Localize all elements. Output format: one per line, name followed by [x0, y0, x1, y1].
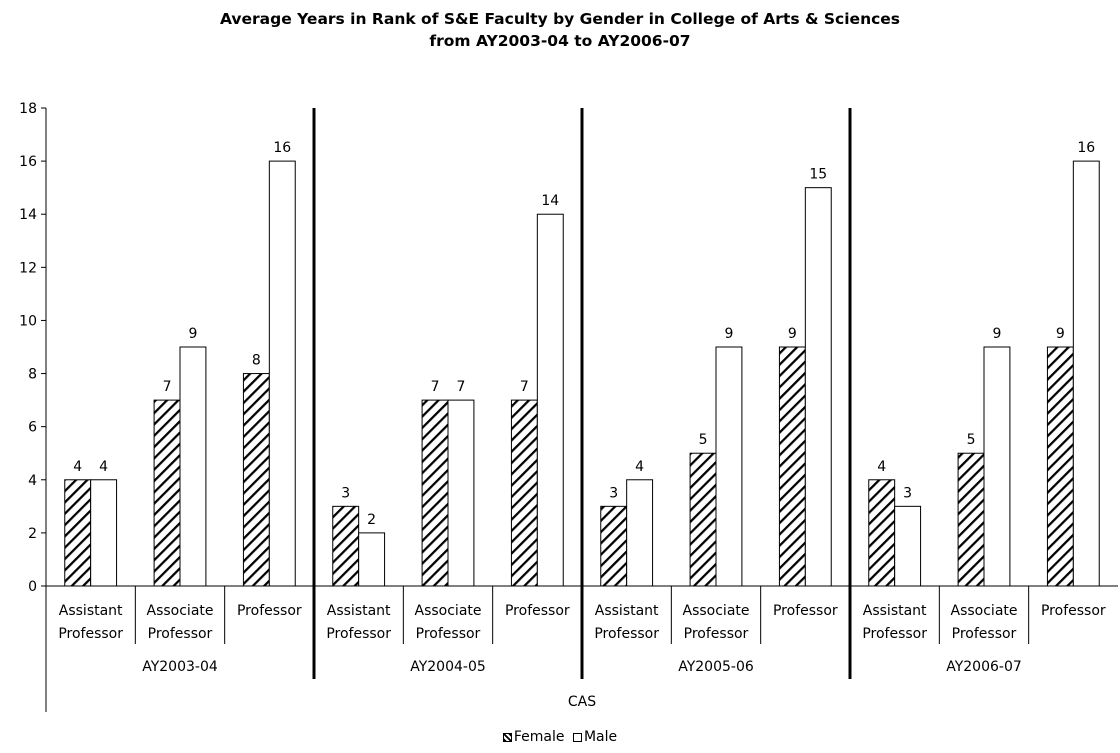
chart-title-line2: from AY2003-04 to AY2006-07 — [429, 32, 691, 50]
data-label-female: 3 — [341, 485, 350, 501]
bar-female — [421, 399, 449, 587]
data-label-male: 16 — [1077, 140, 1095, 156]
x-category-label: Professor — [952, 626, 1017, 642]
bar-male — [536, 213, 564, 587]
y-tick-label: 10 — [19, 313, 37, 329]
legend-label-female: Female — [513, 729, 565, 745]
bar-female — [242, 373, 270, 587]
x-category-label: Assistant — [327, 603, 391, 619]
y-tick-label: 12 — [19, 260, 37, 276]
x-category-label: Professor — [237, 603, 302, 619]
x-category-label: Professor — [58, 626, 123, 642]
x-category-label: Associate — [683, 603, 750, 619]
y-tick-label: 0 — [28, 579, 37, 595]
data-label-male: 2 — [367, 512, 376, 528]
bar-male — [715, 346, 743, 587]
bar-female — [1046, 346, 1074, 587]
y-tick-label: 14 — [19, 207, 37, 223]
y-tick-label: 16 — [19, 154, 37, 170]
y-tick-label: 6 — [28, 420, 37, 436]
x-category-label: Professor — [773, 603, 838, 619]
bar-female — [778, 346, 806, 587]
data-label-female: 3 — [609, 485, 618, 501]
data-label-female: 5 — [967, 432, 976, 448]
bar-male — [179, 346, 207, 587]
data-label-female: 5 — [699, 432, 708, 448]
legend-label-male: Male — [583, 729, 618, 745]
x-category-label: Professor — [1041, 603, 1106, 619]
legend-item-male: Male — [572, 729, 618, 745]
data-label-male: 9 — [724, 326, 733, 342]
bar-female — [600, 505, 628, 587]
bar-male — [358, 532, 386, 587]
y-tick-label: 18 — [19, 101, 37, 117]
y-tick-label: 8 — [28, 367, 37, 383]
bar-male — [268, 160, 296, 587]
x-group-label: AY2004-05 — [410, 659, 486, 675]
bar-female — [64, 479, 92, 587]
bar-female — [153, 399, 181, 587]
x-group-label: AY2003-04 — [142, 659, 218, 675]
data-label-female: 9 — [788, 326, 797, 342]
x-category-label: Professor — [594, 626, 659, 642]
x-category-label: Professor — [148, 626, 213, 642]
x-category-label: Professor — [505, 603, 570, 619]
bar-female — [868, 479, 896, 587]
y-tick-label: 4 — [28, 473, 37, 489]
data-label-female: 7 — [163, 379, 172, 395]
bar-male — [1072, 160, 1100, 587]
data-label-male: 16 — [273, 140, 291, 156]
data-label-male: 3 — [903, 485, 912, 501]
bar-female — [957, 452, 985, 587]
data-label-male: 14 — [541, 193, 559, 209]
bar-male — [804, 187, 832, 587]
legend: Female Male — [0, 729, 1120, 746]
bar-male — [894, 505, 922, 587]
y-tick-label: 2 — [28, 526, 37, 542]
data-label-male: 4 — [635, 459, 644, 475]
data-label-female: 4 — [73, 459, 82, 475]
data-label-female: 7 — [431, 379, 440, 395]
x-category-label: Associate — [415, 603, 482, 619]
x-group-label: AY2006-07 — [946, 659, 1022, 675]
data-label-female: 4 — [877, 459, 886, 475]
bar-female — [510, 399, 538, 587]
bar-male — [90, 479, 118, 587]
x-top-category-label: CAS — [568, 694, 596, 710]
bar-male — [447, 399, 475, 587]
legend-swatch-male — [572, 732, 582, 742]
x-group-label: AY2005-06 — [678, 659, 754, 675]
x-category-label: Assistant — [59, 603, 123, 619]
x-category-label: Associate — [147, 603, 214, 619]
bar-male — [983, 346, 1011, 587]
data-label-female: 9 — [1056, 326, 1065, 342]
data-label-male: 7 — [456, 379, 465, 395]
bar-female — [332, 505, 360, 587]
data-label-male: 4 — [99, 459, 108, 475]
x-category-label: Associate — [951, 603, 1018, 619]
chart-title-line1: Average Years in Rank of S&E Faculty by … — [219, 10, 901, 28]
legend-item-female: Female — [502, 729, 565, 745]
x-category-label: Assistant — [863, 603, 927, 619]
x-category-label: Professor — [684, 626, 749, 642]
legend-swatch-female — [502, 732, 512, 742]
bar-female — [689, 452, 717, 587]
x-category-label: Professor — [862, 626, 927, 642]
x-category-label: Professor — [416, 626, 481, 642]
x-category-label: Assistant — [595, 603, 659, 619]
bar-male — [626, 479, 654, 587]
x-category-label: Professor — [326, 626, 391, 642]
data-label-male: 15 — [809, 167, 827, 183]
data-label-male: 9 — [992, 326, 1001, 342]
data-label-female: 7 — [520, 379, 529, 395]
data-label-male: 9 — [188, 326, 197, 342]
data-label-female: 8 — [252, 353, 261, 369]
